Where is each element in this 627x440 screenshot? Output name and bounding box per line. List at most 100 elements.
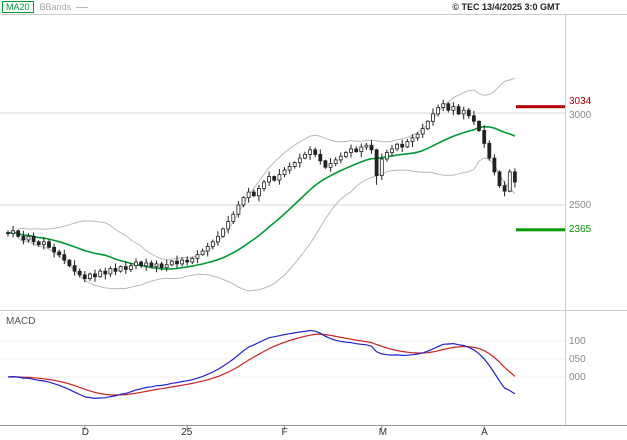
macd-panel-label: MACD [6, 316, 36, 327]
candle-body [354, 148, 359, 153]
panel-divider [0, 310, 627, 311]
candle-body [123, 266, 128, 270]
candle-body [57, 251, 62, 256]
candle-body [364, 144, 369, 148]
candle-body [272, 176, 277, 181]
candle-body [420, 128, 425, 135]
candle-body [31, 235, 36, 243]
candle-body [16, 230, 21, 237]
candle-body [246, 191, 251, 199]
candle-body [277, 174, 282, 181]
ma20-legend-label: MA20 [2, 1, 34, 13]
candle-body [88, 273, 92, 279]
candle-body [159, 263, 164, 268]
bbands-legend-label: BBands [39, 2, 72, 12]
grid-price-label-3000: 3000 [569, 110, 592, 121]
candle-body [431, 113, 435, 122]
candle-body [205, 245, 210, 252]
candle-body [333, 159, 338, 164]
macd-tick-label-000: 000 [569, 372, 586, 383]
candle-body [149, 262, 154, 268]
bollinger-upper-band [18, 77, 516, 261]
candle-body [425, 120, 430, 130]
candle-body [221, 228, 225, 237]
candle-body [369, 144, 374, 151]
candle-body [441, 103, 446, 108]
candle-body [471, 115, 476, 122]
candle-body [118, 266, 123, 272]
candle-body [390, 148, 394, 153]
candle-body [451, 106, 456, 111]
candle-body [52, 246, 56, 253]
candle-body [313, 149, 318, 155]
candle-body [77, 270, 82, 276]
candle-body [200, 250, 205, 256]
x-axis-label-D: D [81, 427, 90, 438]
candle-body [349, 148, 353, 153]
x-axis-line [0, 425, 627, 426]
x-axis-label-M: M [378, 427, 388, 438]
copyright-text: © TEC 13/4/2025 3:0 GMT [452, 2, 560, 12]
candle-body [513, 171, 517, 183]
candle-body [282, 169, 287, 175]
candle-body [297, 157, 302, 164]
right-axis-border [565, 14, 566, 425]
candle-body [251, 191, 256, 197]
candle-body [190, 257, 195, 263]
candle-body [93, 273, 97, 278]
candle-body [318, 153, 323, 162]
candle-body [185, 259, 190, 263]
macd-signal-line [7, 333, 516, 396]
candle-body [497, 171, 502, 187]
candle-body [128, 265, 133, 270]
header-divider [0, 14, 627, 15]
candle-body [384, 152, 389, 160]
x-axis-label-A: A [481, 427, 488, 438]
candle-body [359, 146, 364, 152]
candle-body [103, 270, 108, 275]
candle-body [308, 149, 313, 155]
support-level-line [516, 228, 565, 232]
candle-body [195, 254, 200, 259]
candle-body [338, 155, 343, 161]
candle-body [6, 232, 10, 235]
candle-body [456, 106, 461, 115]
x-axis-label-F: F [281, 427, 288, 438]
candle-body [262, 181, 266, 189]
candle-body [72, 265, 77, 272]
candle-body [303, 153, 307, 159]
candle-body [292, 162, 297, 167]
candle-body [139, 261, 144, 267]
ma20-line [7, 125, 516, 270]
candle-body [180, 259, 185, 265]
candle-body [82, 274, 87, 279]
candle-body [144, 262, 149, 267]
macd-tick-label-050: 050 [569, 354, 586, 365]
candle-body [21, 235, 26, 241]
candle-body [215, 235, 220, 243]
candle-body [507, 171, 512, 192]
candle-body [231, 213, 236, 222]
candle-body [343, 152, 348, 157]
candle-body [236, 204, 241, 215]
macd-line [7, 329, 516, 400]
candle-body [26, 235, 31, 241]
candle-body [267, 176, 272, 183]
candle-body [62, 254, 67, 261]
support-price-label: 2365 [569, 224, 592, 235]
candle-body [395, 143, 400, 150]
candle-body [210, 241, 215, 247]
candle-body [113, 268, 118, 272]
candle-body [11, 230, 16, 235]
candle-body [466, 109, 471, 117]
x-axis-labels: D 25 F M A [0, 427, 627, 440]
candle-body [154, 263, 159, 268]
x-axis-label-25: 25 [181, 427, 193, 438]
candle-body [256, 187, 261, 197]
candle-body [287, 165, 292, 171]
candle-body [477, 120, 481, 131]
candle-body [47, 241, 51, 248]
candle-body [169, 260, 174, 266]
candle-body [400, 143, 405, 148]
candle-body [405, 141, 410, 148]
